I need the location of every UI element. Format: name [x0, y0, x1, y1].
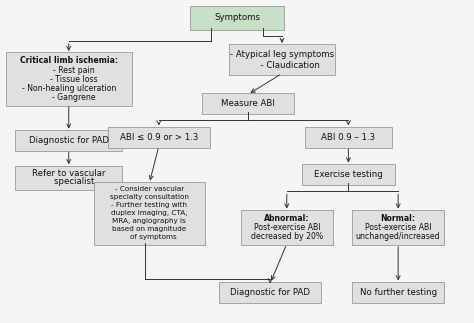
Text: - Non-healing ulceration: - Non-healing ulceration — [21, 84, 116, 93]
FancyBboxPatch shape — [108, 127, 210, 148]
Text: No further testing: No further testing — [360, 288, 437, 297]
Text: - Atypical leg symptoms: - Atypical leg symptoms — [230, 50, 334, 59]
FancyBboxPatch shape — [302, 164, 394, 185]
Text: - Further testing with: - Further testing with — [111, 202, 187, 208]
Text: Abnormal:: Abnormal: — [264, 214, 310, 223]
Text: Critical limb ischemia:: Critical limb ischemia: — [20, 57, 118, 66]
Text: MRA, angiography is: MRA, angiography is — [112, 218, 186, 224]
FancyBboxPatch shape — [240, 210, 333, 245]
Text: - Rest pain: - Rest pain — [43, 66, 95, 75]
Text: Symptoms: Symptoms — [214, 13, 260, 22]
FancyBboxPatch shape — [6, 52, 132, 106]
Text: Post-exercise ABI: Post-exercise ABI — [254, 223, 320, 232]
Text: Exercise testing: Exercise testing — [314, 170, 383, 179]
FancyBboxPatch shape — [15, 130, 122, 151]
Text: - Tissue loss: - Tissue loss — [40, 75, 98, 84]
Text: - Claudication: - Claudication — [244, 61, 320, 70]
Text: Refer to vascular: Refer to vascular — [32, 169, 105, 178]
Text: duplex imaging, CTA,: duplex imaging, CTA, — [111, 210, 188, 216]
Text: ABI 0.9 – 1.3: ABI 0.9 – 1.3 — [321, 133, 375, 142]
Text: specialist: specialist — [43, 177, 94, 186]
Text: based on magnitude: based on magnitude — [112, 226, 186, 232]
Text: Measure ABI: Measure ABI — [221, 99, 275, 108]
FancyBboxPatch shape — [15, 165, 122, 190]
Text: Post-exercise ABI: Post-exercise ABI — [365, 223, 431, 232]
FancyBboxPatch shape — [228, 45, 336, 75]
Text: Diagnostic for PAD: Diagnostic for PAD — [230, 288, 310, 297]
Text: - Gangrene: - Gangrene — [42, 93, 96, 102]
FancyBboxPatch shape — [219, 282, 321, 303]
Text: of symptoms: of symptoms — [121, 234, 177, 240]
FancyBboxPatch shape — [352, 210, 444, 245]
FancyBboxPatch shape — [94, 182, 205, 245]
Text: specialty consultation: specialty consultation — [110, 194, 189, 200]
FancyBboxPatch shape — [352, 282, 444, 303]
Text: decreased by 20%: decreased by 20% — [251, 233, 323, 242]
Text: unchanged/increased: unchanged/increased — [356, 233, 440, 242]
Text: Diagnostic for PAD: Diagnostic for PAD — [29, 136, 109, 145]
Text: Normal:: Normal: — [381, 214, 416, 223]
FancyBboxPatch shape — [304, 127, 392, 148]
Text: ABI ≤ 0.9 or > 1.3: ABI ≤ 0.9 or > 1.3 — [119, 133, 198, 142]
FancyBboxPatch shape — [201, 93, 294, 114]
Text: - Consider vascular: - Consider vascular — [115, 186, 184, 192]
FancyBboxPatch shape — [190, 6, 284, 30]
